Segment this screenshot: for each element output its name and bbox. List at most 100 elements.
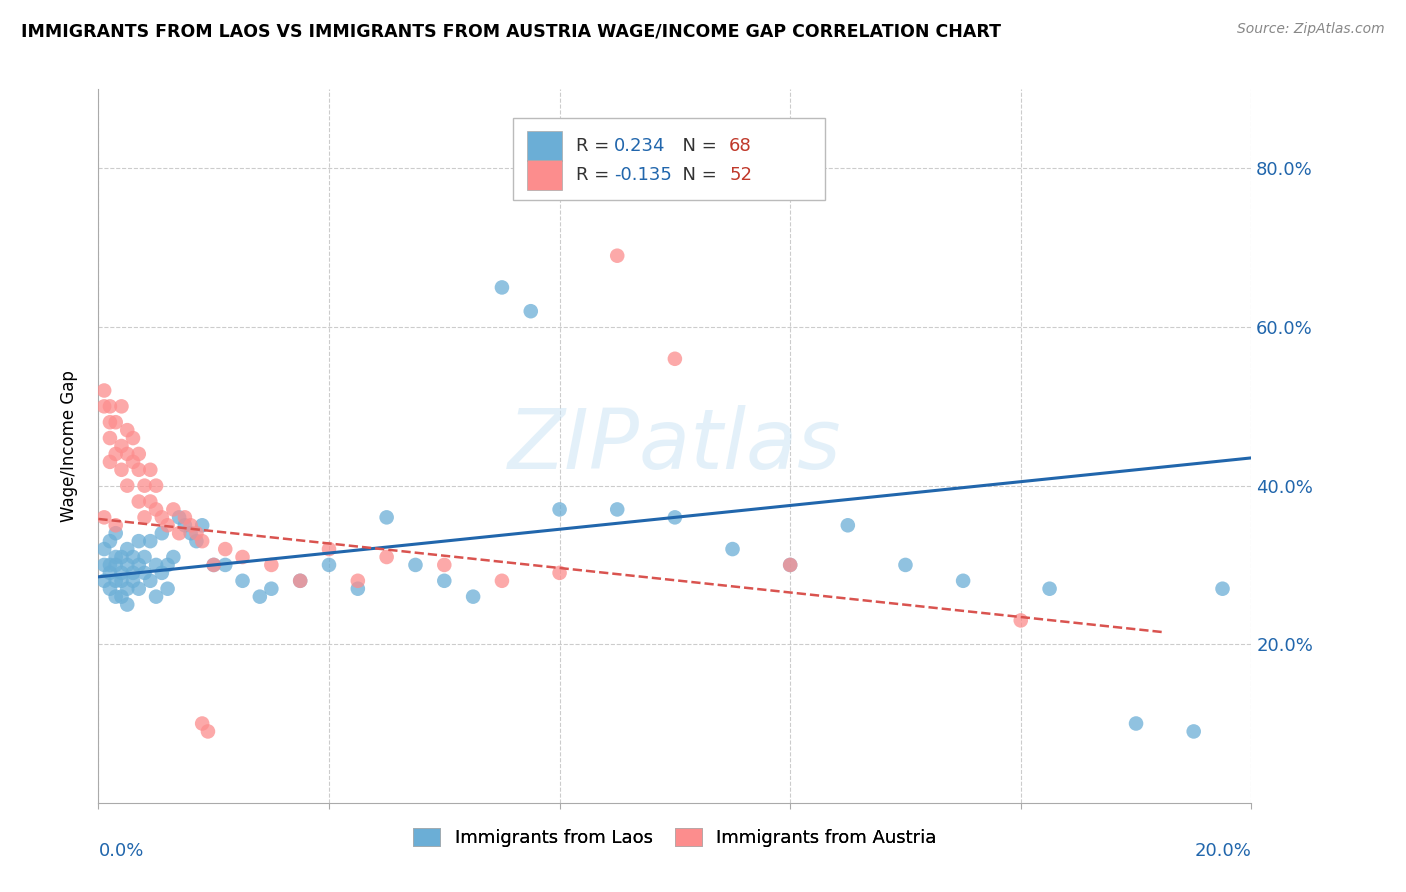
Point	[779, 558, 801, 572]
Point	[104, 574, 127, 588]
Point	[231, 549, 254, 564]
Point	[98, 400, 121, 414]
Point	[93, 542, 115, 557]
Point	[197, 724, 219, 739]
Point	[606, 249, 628, 263]
Point	[122, 566, 145, 580]
Point	[167, 510, 190, 524]
Text: R =: R =	[575, 136, 614, 154]
Text: IMMIGRANTS FROM LAOS VS IMMIGRANTS FROM AUSTRIA WAGE/INCOME GAP CORRELATION CHAR: IMMIGRANTS FROM LAOS VS IMMIGRANTS FROM …	[21, 22, 1001, 40]
Point	[461, 590, 484, 604]
Point	[139, 463, 162, 477]
Point	[117, 478, 139, 492]
Text: 52: 52	[730, 166, 752, 184]
Point	[606, 502, 628, 516]
Point	[122, 574, 145, 588]
Point	[110, 463, 132, 477]
Point	[520, 304, 543, 318]
Point	[139, 574, 162, 588]
FancyBboxPatch shape	[513, 118, 825, 200]
Point	[98, 582, 121, 596]
Point	[231, 574, 254, 588]
Point	[1010, 614, 1032, 628]
Text: N =: N =	[672, 136, 723, 154]
Point	[260, 558, 283, 572]
Point	[128, 494, 150, 508]
Point	[290, 574, 312, 588]
Point	[93, 400, 115, 414]
Point	[93, 510, 115, 524]
Point	[346, 574, 368, 588]
Point	[104, 415, 127, 429]
Point	[110, 400, 132, 414]
Legend: Immigrants from Laos, Immigrants from Austria: Immigrants from Laos, Immigrants from Au…	[406, 822, 943, 855]
Point	[290, 574, 312, 588]
Point	[110, 566, 132, 580]
Point	[156, 558, 179, 572]
Point	[180, 518, 202, 533]
Point	[174, 510, 197, 524]
Point	[180, 526, 202, 541]
Point	[1182, 724, 1205, 739]
Point	[104, 526, 127, 541]
Point	[186, 526, 208, 541]
Point	[117, 582, 139, 596]
Point	[122, 455, 145, 469]
Point	[202, 558, 225, 572]
Point	[98, 534, 121, 549]
Point	[128, 558, 150, 572]
Point	[128, 463, 150, 477]
Point	[117, 423, 139, 437]
Point	[150, 566, 173, 580]
Point	[162, 502, 184, 516]
Point	[98, 431, 121, 445]
Point	[191, 716, 214, 731]
Point	[128, 534, 150, 549]
Point	[1212, 582, 1234, 596]
FancyBboxPatch shape	[527, 130, 562, 161]
Point	[145, 590, 167, 604]
Point	[110, 439, 132, 453]
Point	[104, 549, 127, 564]
Point	[202, 558, 225, 572]
Point	[174, 518, 197, 533]
Point	[548, 502, 571, 516]
Point	[491, 574, 513, 588]
Point	[548, 566, 571, 580]
Point	[375, 549, 398, 564]
Point	[1125, 716, 1147, 731]
Point	[150, 526, 173, 541]
Point	[128, 447, 150, 461]
Text: 68: 68	[730, 136, 752, 154]
Point	[952, 574, 974, 588]
Point	[93, 384, 115, 398]
Point	[721, 542, 744, 557]
Point	[1039, 582, 1062, 596]
Point	[98, 415, 121, 429]
Point	[156, 582, 179, 596]
Point	[346, 582, 368, 596]
Point	[117, 542, 139, 557]
FancyBboxPatch shape	[527, 160, 562, 190]
Text: 0.0%: 0.0%	[98, 842, 143, 860]
Point	[122, 431, 145, 445]
Point	[150, 510, 173, 524]
Point	[145, 502, 167, 516]
Point	[260, 582, 283, 596]
Point	[186, 534, 208, 549]
Text: -0.135: -0.135	[614, 166, 672, 184]
Point	[491, 280, 513, 294]
Point	[104, 518, 127, 533]
Point	[104, 590, 127, 604]
Point	[134, 549, 156, 564]
Point	[156, 518, 179, 533]
Point	[117, 558, 139, 572]
Text: 0.234: 0.234	[614, 136, 665, 154]
Point	[318, 542, 340, 557]
Point	[110, 549, 132, 564]
Point	[117, 447, 139, 461]
Point	[433, 558, 456, 572]
Point	[93, 574, 115, 588]
Point	[433, 574, 456, 588]
Point	[128, 582, 150, 596]
